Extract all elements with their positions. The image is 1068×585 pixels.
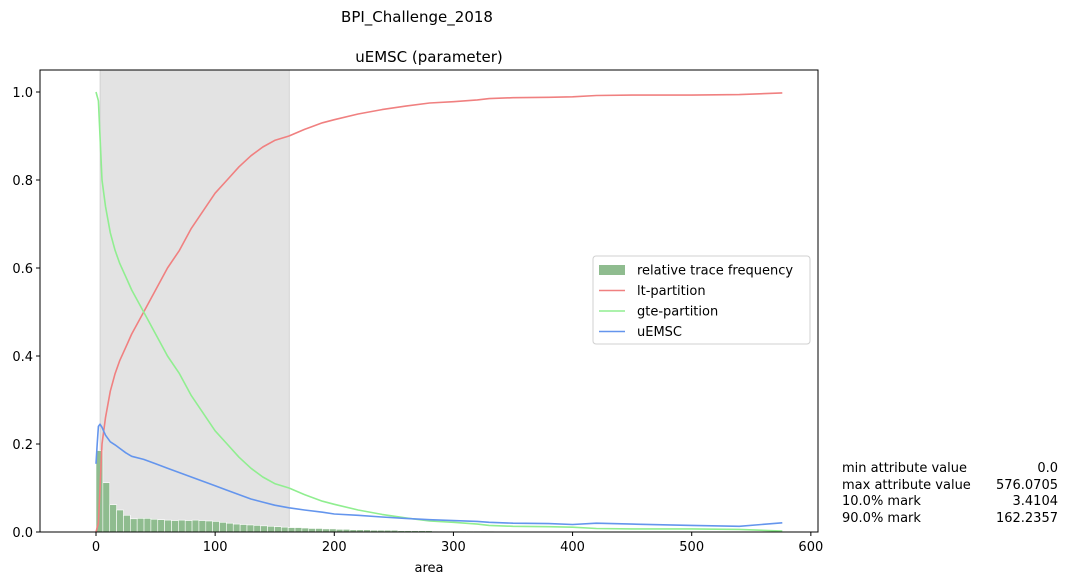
histogram-bar (143, 518, 152, 533)
y-tick-label: 1.0 (12, 86, 33, 101)
histogram-bar (246, 524, 255, 533)
histogram-bar (274, 526, 282, 533)
y-tick-label: 0.6 (12, 262, 33, 277)
legend-label: relative trace frequency (637, 264, 793, 279)
histogram-bar (171, 520, 179, 533)
x-tick-label: 300 (441, 540, 466, 555)
histogram-bar (260, 525, 268, 533)
histogram-bar (253, 525, 261, 533)
histogram-bar (198, 520, 207, 533)
histogram-bar (280, 526, 289, 533)
stat-label: 90.0% mark (842, 510, 921, 526)
x-axis-label: area (415, 561, 444, 576)
histogram-bar (116, 509, 124, 533)
figure-suptitle: BPI_Challenge_2018 (341, 8, 493, 27)
stat-value: 162.2357 (995, 510, 1058, 526)
axis-ticks: 0 100 200 300 400 500 600 0.0 0.2 0.4 0.6 0.8 1.0 (12, 86, 823, 555)
y-tick-label: 0.4 (12, 350, 33, 365)
axes-frame (39, 69, 819, 533)
legend: relative trace frequency lt-partition gte-… (592, 255, 811, 345)
histogram-bar (308, 528, 316, 533)
histogram-bar (136, 518, 145, 533)
histogram-bar (294, 527, 303, 533)
y-tick-label: 0.0 (12, 526, 33, 541)
histogram-bar (219, 522, 227, 533)
y-tick-label: 0.2 (12, 438, 33, 453)
histogram-bar (232, 523, 241, 533)
legend-label: lt-partition (637, 284, 706, 299)
histogram-bar (130, 518, 138, 533)
stat-label: max attribute value (842, 477, 971, 493)
histogram-bar (123, 514, 131, 533)
stat-row-10pct: 10.0% mark 3.4104 (842, 494, 1058, 511)
stat-label: min attribute value (842, 461, 967, 476)
histogram-bar (267, 525, 275, 533)
histogram-bar (226, 522, 234, 533)
stat-value: 576.0705 (995, 477, 1058, 493)
legend-label: gte-partition (637, 305, 718, 320)
x-tick-label: 400 (560, 540, 585, 555)
series-line-gte-partition (95, 91, 783, 532)
stat-row-max: max attribute value 576.0705 (842, 478, 1058, 495)
histogram-bar (315, 528, 323, 533)
histogram-bar (109, 504, 117, 533)
histogram-bar (178, 519, 186, 533)
plot-area (95, 69, 783, 533)
histogram-bar (157, 519, 165, 533)
histogram-bar (102, 482, 111, 533)
series-line-uemsc (95, 423, 783, 528)
histogram-bar (191, 519, 200, 533)
histogram-bar (287, 527, 296, 533)
shaded-region (99, 69, 290, 533)
histogram-bar (150, 518, 159, 533)
legend-box (592, 255, 811, 345)
stat-row-90pct: 90.0% mark 162.2357 (842, 511, 1058, 528)
histogram-bar (205, 520, 213, 533)
stat-label: 10.0% mark (842, 494, 921, 509)
stats-panel: min attribute value 0.0 max attribute va… (842, 461, 1058, 527)
y-tick-label: 0.8 (12, 174, 33, 189)
histogram-bar (301, 527, 310, 533)
histogram-bar (164, 519, 172, 533)
stat-value: 0.0 (1037, 461, 1058, 476)
histogram-bar (184, 520, 193, 533)
histogram-bar (212, 521, 220, 533)
chart-title: uEMSC (parameter) (355, 48, 503, 66)
series-line-lt-partition (95, 92, 783, 533)
legend-label: uEMSC (637, 325, 682, 340)
stat-row-min: min attribute value 0.0 (842, 461, 1058, 478)
x-tick-label: 200 (322, 540, 347, 555)
histogram-bar (239, 524, 248, 533)
legend-swatch-histogram (599, 265, 625, 275)
x-tick-label: 600 (798, 540, 823, 555)
stat-value: 3.4104 (1012, 494, 1059, 509)
x-tick-label: 100 (203, 540, 228, 555)
x-tick-label: 0 (92, 540, 100, 555)
x-tick-label: 500 (679, 540, 704, 555)
